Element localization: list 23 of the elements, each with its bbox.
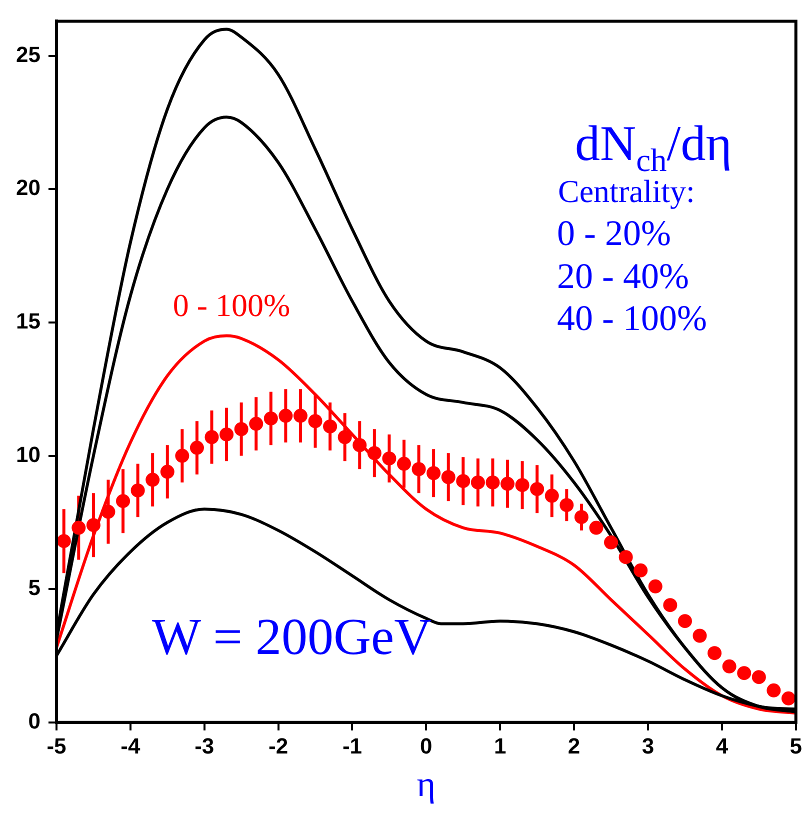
annotation: 40 - 100% xyxy=(557,298,707,338)
x-tick-label: 0 xyxy=(420,734,432,759)
y-tick-label: 5 xyxy=(28,575,40,600)
x-tick-label: -3 xyxy=(194,734,214,759)
annotation: W = 200GeV xyxy=(152,609,432,666)
y-tick-label: 20 xyxy=(16,175,40,200)
y-tick-label: 15 xyxy=(16,308,40,334)
x-tick-label: -4 xyxy=(120,734,141,759)
annotation: 20 - 40% xyxy=(557,256,689,296)
x-tick-label: 3 xyxy=(642,734,654,759)
y-tick-label: 10 xyxy=(16,442,40,467)
series-label: 0 - 100% xyxy=(172,287,290,324)
x-tick-label: 5 xyxy=(790,734,802,759)
x-tick-label: 2 xyxy=(568,734,580,759)
x-tick-label: 4 xyxy=(716,734,729,759)
y-tick-label: 0 xyxy=(28,708,40,734)
annotation: 0 - 20% xyxy=(557,213,671,253)
x-tick-label: -2 xyxy=(268,734,288,759)
y-tick-label: 25 xyxy=(16,42,40,67)
x-tick-label: 1 xyxy=(494,734,506,759)
x-axis-title: η xyxy=(416,764,436,804)
x-tick-label: -1 xyxy=(342,734,362,759)
x-tick-label: -5 xyxy=(46,734,66,759)
